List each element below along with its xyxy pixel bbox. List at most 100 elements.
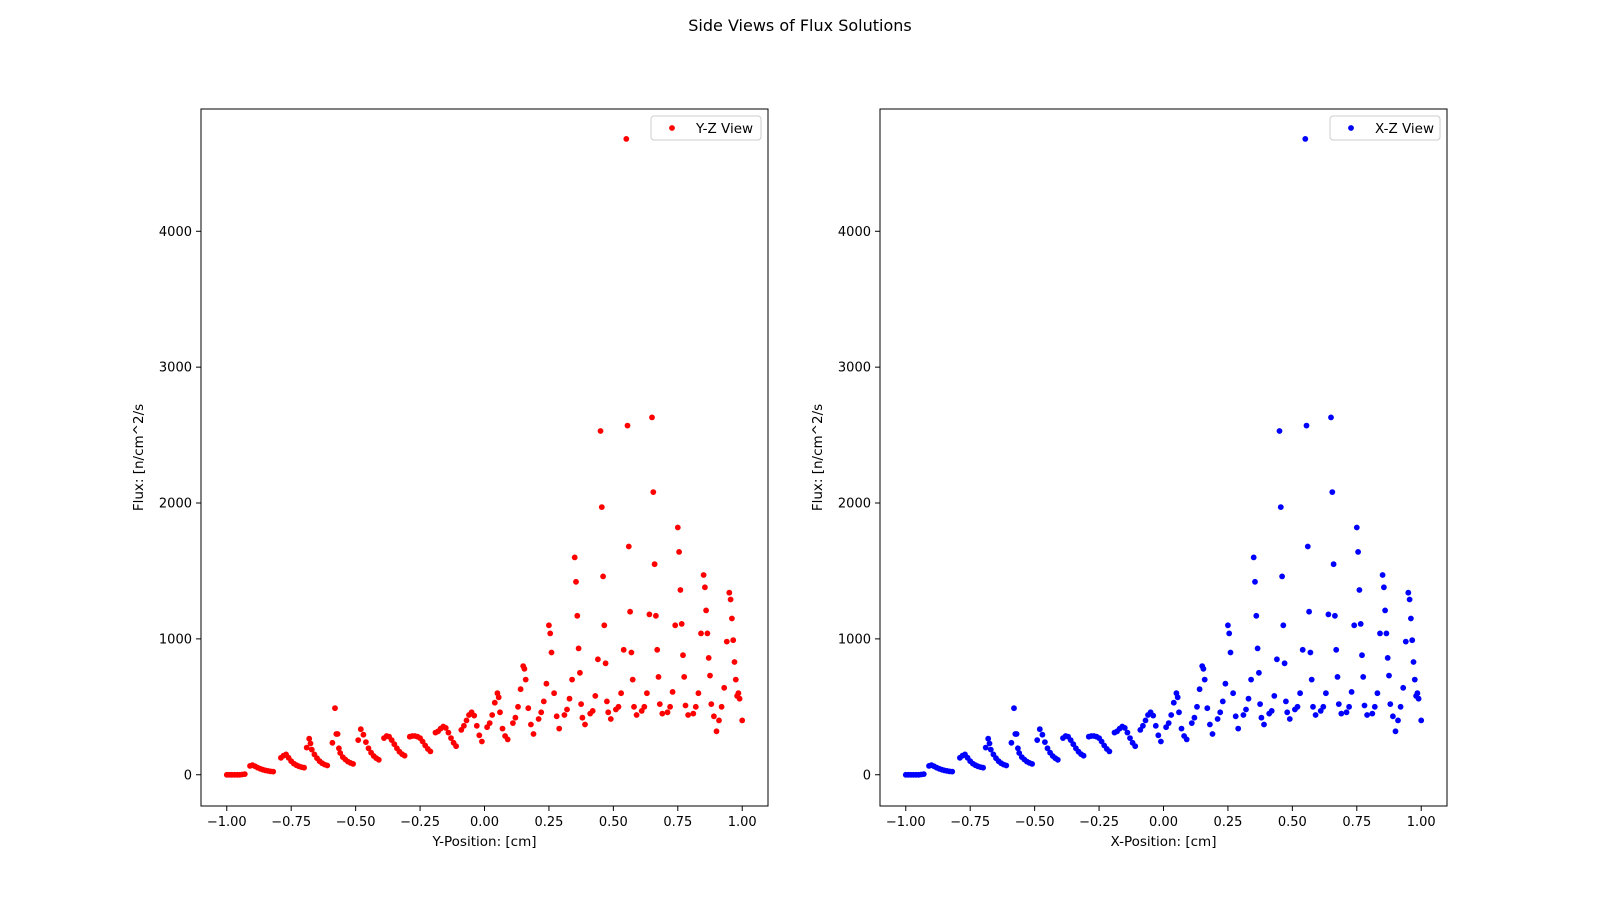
scatter-point — [547, 630, 554, 637]
scatter-point — [1329, 489, 1336, 495]
scatter-point — [1400, 684, 1407, 691]
scatter-point — [1226, 630, 1233, 637]
scatter-point — [1207, 721, 1213, 728]
scatter-point — [528, 721, 534, 728]
y-tick-label: 1000 — [159, 632, 192, 647]
scatter-point — [401, 752, 408, 759]
scatter-point — [1039, 731, 1046, 738]
scatter-point — [357, 726, 364, 733]
scatter-point — [564, 706, 570, 713]
scatter-point — [1225, 622, 1231, 629]
scatter-point — [1276, 428, 1283, 434]
scatter-point — [730, 637, 737, 644]
scatter-point — [1243, 706, 1249, 713]
scatter-point — [1283, 698, 1289, 705]
legend-marker — [1348, 125, 1354, 131]
scatter-point — [1334, 674, 1341, 680]
scatter-point — [517, 686, 524, 693]
x-axis-ticks: −1.00 −0.75 −0.50 −0.25 0.00 0.25 0.50 0.75 1.00 — [207, 806, 757, 830]
scatter-point — [1320, 703, 1327, 710]
scatter-point — [1042, 739, 1048, 745]
scatter-point — [1254, 645, 1261, 652]
scatter-point — [711, 713, 717, 720]
scatter-point — [1294, 703, 1301, 710]
scatter-point — [1335, 701, 1342, 707]
scatter-point — [721, 684, 728, 691]
scatter-point — [1333, 646, 1340, 653]
scatter-point — [1348, 689, 1355, 695]
scatter-point — [1165, 720, 1172, 726]
scatter-point — [1232, 713, 1239, 720]
scatter-point — [692, 703, 699, 710]
x-tick-label: −0.25 — [1079, 815, 1119, 830]
scatter-point — [1284, 709, 1291, 716]
scatter-point — [1204, 705, 1211, 712]
scatter-point — [1386, 672, 1392, 679]
scatter-point — [491, 699, 498, 706]
scatter-point — [685, 712, 691, 718]
x-tick-label: 0.75 — [1342, 815, 1371, 830]
x-tick-label: 1.00 — [728, 815, 757, 830]
scatter-point — [628, 649, 635, 656]
scatter-point — [1054, 756, 1061, 763]
scatter-point — [1036, 726, 1043, 733]
scatter-point — [1411, 676, 1418, 683]
scatter-point — [510, 720, 516, 726]
scatter-point — [653, 612, 659, 619]
scatter-point — [1121, 725, 1128, 731]
scatter-point — [461, 722, 467, 729]
scatter-point — [360, 731, 367, 738]
scatter-point — [1219, 698, 1226, 705]
x-tick-label: −0.75 — [271, 815, 311, 830]
y-axis-label: Flux: [n/cm^2/s — [131, 404, 147, 511]
scatter-point — [301, 764, 307, 771]
scatter-point — [1188, 720, 1195, 726]
subplot-yz-view: −1.00 −0.75 −0.50 −0.25 0.00 0.25 0.50 0.75 1.00… — [131, 108, 769, 850]
scatter-point — [1142, 717, 1149, 724]
scatter-point — [601, 622, 608, 629]
scatter-point — [1155, 732, 1162, 739]
scatter-point — [655, 674, 662, 680]
scatter-point — [241, 771, 248, 777]
scatter-point — [615, 703, 622, 710]
scatter-point — [651, 561, 658, 568]
scatter-point — [578, 701, 584, 707]
scatter-point — [656, 701, 663, 707]
scatter-point — [551, 690, 557, 697]
scatter-point — [1277, 504, 1284, 510]
scatter-points-yz — [223, 136, 746, 778]
scatter-point — [540, 698, 547, 705]
scatter-point — [1245, 695, 1252, 702]
scatter-point — [1015, 745, 1021, 752]
scatter-point — [495, 694, 502, 701]
y-tick-label: 4000 — [838, 225, 871, 240]
scatter-point — [442, 725, 449, 731]
scatter-point — [303, 744, 310, 751]
scatter-point — [592, 693, 599, 699]
scatter-point — [682, 702, 689, 709]
scatter-point — [512, 714, 519, 721]
x-tick-label: −0.75 — [950, 815, 990, 830]
scatter-point — [1168, 712, 1175, 718]
scatter-point — [1281, 660, 1288, 667]
scatter-point — [1307, 649, 1314, 656]
scatter-point — [1302, 136, 1309, 142]
scatter-point — [1248, 676, 1254, 683]
scatter-point — [504, 736, 511, 743]
scatter-point — [1414, 690, 1421, 697]
scatter-point — [308, 746, 315, 753]
scatter-point — [1328, 414, 1334, 421]
scatter-point — [1271, 693, 1278, 699]
scatter-point — [573, 578, 579, 585]
x-tick-label: 0.00 — [1149, 815, 1178, 830]
scatter-point — [1124, 729, 1131, 736]
scatter-point — [1360, 674, 1367, 680]
scatter-point — [1371, 703, 1378, 710]
scatter-point — [324, 762, 331, 769]
scatter-point — [1214, 716, 1221, 722]
scatter-point — [1303, 422, 1310, 429]
y-tick-label: 2000 — [159, 497, 192, 512]
scatter-point — [577, 669, 583, 676]
scatter-point — [672, 622, 679, 629]
